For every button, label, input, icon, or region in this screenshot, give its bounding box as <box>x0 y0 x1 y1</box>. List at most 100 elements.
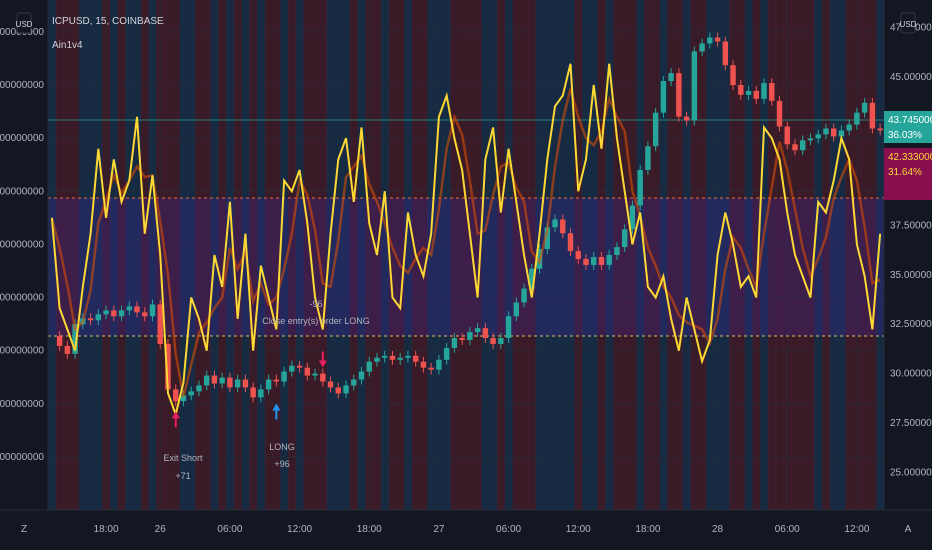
candle-body <box>815 134 821 139</box>
candle-body <box>591 256 597 265</box>
candle-body <box>482 328 489 339</box>
zone-band <box>303 0 312 510</box>
indicator-smooth-line <box>50 88 881 397</box>
candle-body <box>621 229 628 248</box>
zone-band <box>481 0 490 510</box>
candle-body <box>637 170 643 206</box>
zone-band <box>705 0 715 510</box>
zone-band <box>760 0 769 510</box>
indicator-title: Ain1v4 <box>52 40 83 51</box>
x-tick-label: 12:00 <box>844 524 869 535</box>
candle-body <box>869 102 876 129</box>
candle-body <box>513 302 520 317</box>
candle-body <box>203 375 210 386</box>
exit-short-value: +71 <box>175 471 190 481</box>
price-tag-value: 42.33300000 <box>888 152 932 163</box>
zone-band <box>837 0 846 510</box>
zone-band <box>404 0 413 510</box>
zone-band <box>450 0 459 510</box>
zone-band <box>458 0 467 510</box>
zone-band <box>527 0 537 510</box>
candle-body <box>343 385 349 394</box>
zone-band <box>187 0 196 510</box>
candle-body <box>320 373 326 382</box>
zone-band <box>179 0 188 510</box>
zone-band <box>798 0 808 510</box>
zone-band <box>388 0 397 510</box>
left-unit-label: USD <box>16 20 33 29</box>
candle-body <box>173 389 179 402</box>
left-tick-label: 80.00000000 <box>0 80 44 91</box>
candle-body <box>335 387 341 394</box>
zone-band <box>551 0 560 510</box>
bottom-right-button[interactable]: A <box>905 524 912 535</box>
zone-band <box>829 0 839 510</box>
zone-band <box>860 0 870 510</box>
zone-band <box>752 0 761 510</box>
zone-band <box>334 0 343 510</box>
candle-body <box>660 81 667 113</box>
candle-body <box>382 355 388 358</box>
zone-band <box>249 0 258 510</box>
price-tag-value: 43.74500000 <box>888 115 932 126</box>
right-tick-label: 25.00000000 <box>890 467 932 478</box>
candle-body <box>351 379 357 386</box>
chart-grid <box>48 0 884 510</box>
left-tick-label: 50.00000000 <box>0 239 44 250</box>
candle-body <box>451 338 458 348</box>
candle-body <box>830 128 837 137</box>
zone-band <box>117 0 126 510</box>
zone-band <box>473 0 482 510</box>
zone-band <box>628 0 637 510</box>
candle-body <box>583 258 589 265</box>
zone-band <box>280 0 289 510</box>
candle-body <box>521 288 527 303</box>
candle-body <box>854 112 860 125</box>
zone-band <box>195 0 204 510</box>
candle-body <box>823 128 829 135</box>
candle-body <box>126 306 132 311</box>
zone-band <box>667 0 676 510</box>
zone-band <box>311 0 320 510</box>
zone-band <box>682 0 691 510</box>
candle-body <box>242 379 249 388</box>
right-unit-label: USD <box>900 20 917 29</box>
candle-body <box>691 51 698 121</box>
zone-band <box>690 0 699 510</box>
zone-band <box>496 0 506 510</box>
x-tick-label: 12:00 <box>566 524 591 535</box>
zone-band <box>171 0 181 510</box>
candle-body <box>64 345 71 354</box>
candle-body <box>474 328 481 333</box>
candle-body <box>265 379 272 390</box>
left-tick-label: 30.00000000 <box>0 346 44 357</box>
left-tick-label: 20.00000000 <box>0 399 44 410</box>
candle-body <box>567 233 574 252</box>
zone-band <box>396 0 405 510</box>
x-tick-label: 18:00 <box>635 524 660 535</box>
zone-band <box>442 0 452 510</box>
zone-band <box>140 0 150 510</box>
x-tick-label: 28 <box>712 524 724 535</box>
left-unit-button[interactable] <box>16 12 32 34</box>
candle-body <box>683 116 690 121</box>
x-tick-label: 12:00 <box>287 524 312 535</box>
zone-band <box>264 0 273 510</box>
candle-body <box>800 140 806 151</box>
zone-band <box>868 0 877 510</box>
candle-body <box>575 251 581 259</box>
zone-band <box>71 0 80 510</box>
right-unit-button[interactable] <box>900 12 916 34</box>
zone-band <box>675 0 684 510</box>
zone-band <box>419 0 428 510</box>
zone-band <box>721 0 730 510</box>
price-tag-pct: 31.64% <box>888 167 922 178</box>
zone-band <box>287 0 297 510</box>
bottom-left-button[interactable]: Z <box>21 524 27 535</box>
zone-band <box>318 0 328 510</box>
candle-body <box>56 336 63 346</box>
candle-body <box>676 73 682 117</box>
zone-band <box>822 0 831 510</box>
candle-body <box>699 43 705 52</box>
